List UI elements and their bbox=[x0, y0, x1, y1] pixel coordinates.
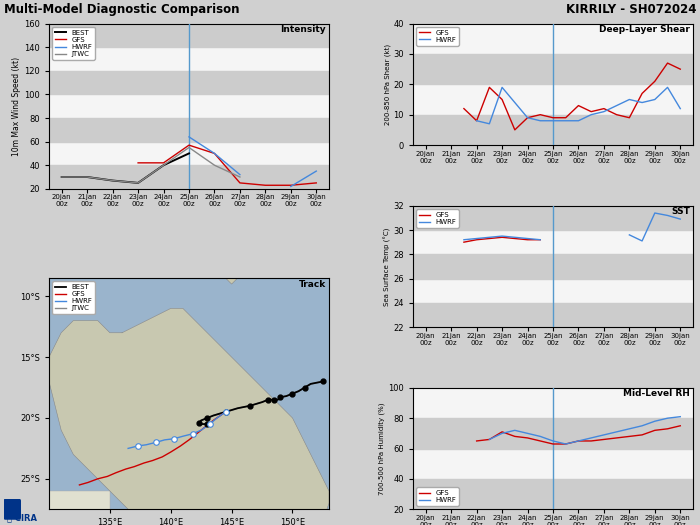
Y-axis label: Sea Surface Temp (°C): Sea Surface Temp (°C) bbox=[384, 227, 391, 306]
Text: ⓒ CIRA: ⓒ CIRA bbox=[7, 513, 37, 522]
Text: Intensity: Intensity bbox=[281, 25, 326, 34]
Bar bbox=[413, 479, 693, 509]
Polygon shape bbox=[49, 211, 293, 284]
Text: Multi-Model Diagnostic Comparison: Multi-Model Diagnostic Comparison bbox=[4, 3, 239, 16]
Bar bbox=[49, 24, 329, 47]
Legend: GFS, HWRF: GFS, HWRF bbox=[416, 209, 459, 228]
Bar bbox=[413, 303, 693, 327]
Text: Mid-Level RH: Mid-Level RH bbox=[623, 389, 690, 398]
Bar bbox=[413, 206, 693, 230]
Y-axis label: 700-500 hPa Humidity (%): 700-500 hPa Humidity (%) bbox=[379, 402, 386, 495]
Legend: GFS, HWRF: GFS, HWRF bbox=[416, 27, 459, 46]
FancyBboxPatch shape bbox=[4, 499, 21, 520]
Bar bbox=[413, 418, 693, 448]
Text: Deep-Layer Shear: Deep-Layer Shear bbox=[599, 25, 690, 34]
Bar bbox=[413, 54, 693, 85]
Y-axis label: 10m Max Wind Speed (kt): 10m Max Wind Speed (kt) bbox=[13, 57, 21, 156]
Text: SST: SST bbox=[671, 207, 690, 216]
Legend: BEST, GFS, HWRF, JTWC: BEST, GFS, HWRF, JTWC bbox=[52, 27, 95, 60]
Legend: BEST, GFS, HWRF, JTWC: BEST, GFS, HWRF, JTWC bbox=[52, 281, 95, 314]
Bar bbox=[49, 118, 329, 142]
Polygon shape bbox=[49, 308, 329, 525]
Bar bbox=[49, 165, 329, 189]
Bar bbox=[413, 254, 693, 279]
Legend: GFS, HWRF: GFS, HWRF bbox=[416, 487, 459, 506]
Y-axis label: 200-850 hPa Shear (kt): 200-850 hPa Shear (kt) bbox=[384, 44, 391, 125]
Text: Track: Track bbox=[299, 280, 326, 289]
Text: KIRRILY - SH072024: KIRRILY - SH072024 bbox=[566, 3, 696, 16]
Bar bbox=[49, 71, 329, 94]
Bar bbox=[413, 114, 693, 145]
Polygon shape bbox=[49, 491, 110, 516]
